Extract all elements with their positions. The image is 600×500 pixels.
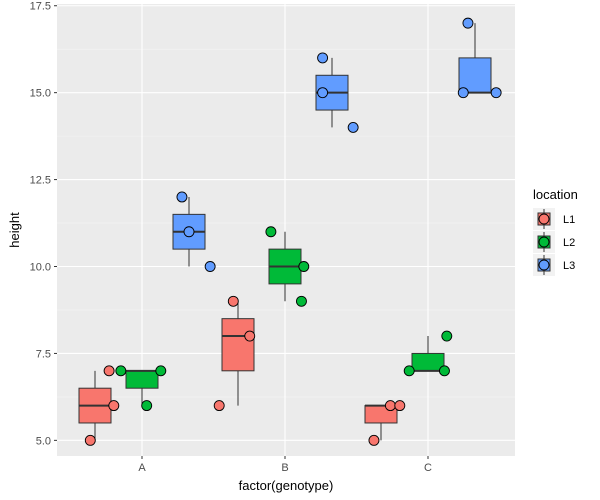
data-point bbox=[84, 434, 96, 446]
data-point bbox=[265, 226, 277, 238]
data-point bbox=[462, 17, 474, 29]
data-point bbox=[227, 295, 239, 307]
legend-key-l3 bbox=[533, 254, 555, 276]
legend-key-point bbox=[538, 259, 550, 271]
data-point bbox=[155, 365, 167, 377]
data-point bbox=[103, 365, 115, 377]
y-axis: 5.0 7.5 10.0 12.5 15.0 17.5 bbox=[30, 1, 57, 447]
data-point bbox=[490, 87, 502, 99]
legend-key-point bbox=[538, 213, 550, 225]
data-point bbox=[298, 261, 310, 272]
y-tick-label: 10.0 bbox=[30, 262, 51, 274]
data-point bbox=[176, 191, 188, 203]
x-tick-label: B bbox=[281, 462, 288, 474]
data-point bbox=[317, 52, 329, 64]
legend: location L1 L2 L3 bbox=[533, 187, 578, 276]
x-axis-title: factor(genotype) bbox=[239, 478, 334, 493]
y-axis-title: height bbox=[7, 212, 22, 248]
data-point bbox=[403, 365, 415, 377]
data-point bbox=[108, 400, 120, 412]
data-point bbox=[183, 226, 195, 238]
data-point bbox=[347, 121, 359, 133]
y-tick-label: 7.5 bbox=[36, 348, 51, 360]
legend-key-l2 bbox=[533, 231, 555, 253]
legend-label-l2: L2 bbox=[563, 237, 575, 249]
box-l1-b bbox=[221, 318, 255, 372]
data-point bbox=[368, 434, 380, 446]
data-point bbox=[441, 330, 453, 342]
box-l2-c bbox=[411, 352, 445, 372]
minor-gridlines bbox=[57, 48, 515, 398]
x-axis: A B C bbox=[138, 456, 432, 474]
legend-title: location bbox=[533, 187, 578, 202]
y-tick-label: 5.0 bbox=[36, 435, 51, 447]
data-point bbox=[141, 400, 153, 412]
legend-label-l1: L1 bbox=[563, 214, 575, 226]
legend-label-l3: L3 bbox=[563, 260, 575, 272]
whiskers-layer bbox=[94, 23, 476, 441]
boxes-layer bbox=[78, 57, 492, 424]
data-point bbox=[457, 87, 469, 99]
data-point bbox=[384, 400, 396, 412]
data-point bbox=[204, 261, 216, 272]
data-point bbox=[317, 87, 329, 99]
y-tick-label: 17.5 bbox=[30, 1, 51, 13]
data-point bbox=[244, 330, 256, 342]
points-layer bbox=[84, 17, 502, 446]
legend-key-point bbox=[538, 236, 550, 248]
data-point bbox=[439, 365, 450, 377]
x-tick-label: A bbox=[138, 462, 146, 474]
data-point bbox=[213, 400, 225, 412]
data-point bbox=[296, 295, 307, 307]
y-tick-label: 12.5 bbox=[30, 175, 51, 187]
box-l2-a bbox=[125, 370, 159, 389]
data-point bbox=[115, 365, 127, 377]
data-point bbox=[394, 400, 406, 412]
y-tick-label: 15.0 bbox=[30, 88, 51, 100]
x-tick-label: C bbox=[424, 462, 432, 474]
legend-key-l1 bbox=[533, 208, 555, 230]
